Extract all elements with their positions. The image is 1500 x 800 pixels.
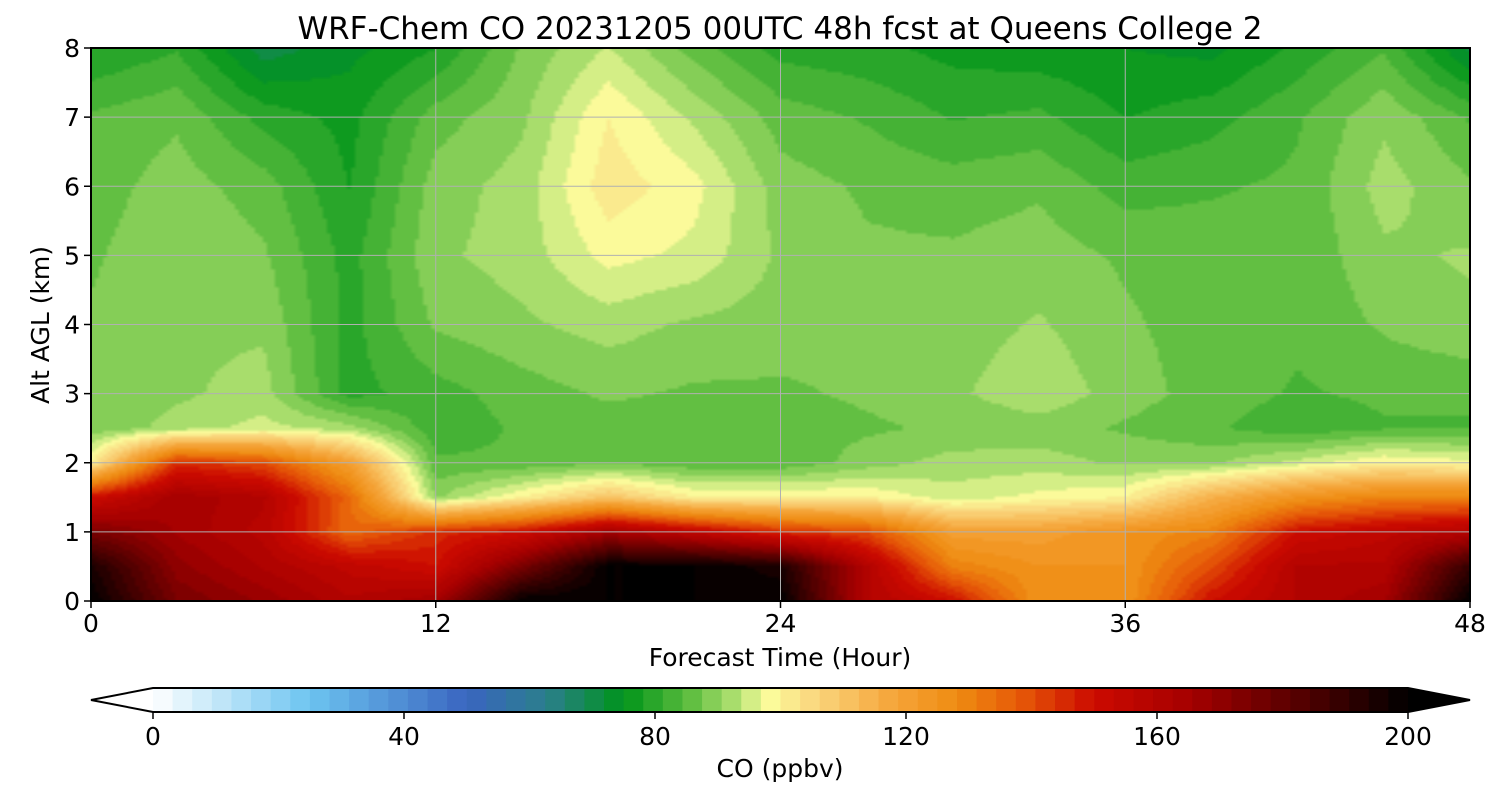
colorbar-tick-label: 0 (145, 722, 161, 751)
y-tick-label: 2 (64, 449, 80, 478)
colorbar-segment (1368, 688, 1389, 712)
colorbar-segment (643, 688, 664, 712)
y-tick-label: 1 (64, 518, 80, 547)
colorbar-segment (1133, 688, 1154, 712)
y-axis-label: Alt AGL (km) (26, 246, 55, 404)
colorbar-segment (211, 688, 233, 712)
colorbar-segment (270, 688, 291, 712)
colorbar-segment (1349, 688, 1370, 712)
x-axis-label: Forecast Time (Hour) (649, 643, 912, 672)
y-tick-label: 6 (64, 172, 80, 201)
colorbar-segment (251, 688, 272, 712)
colorbar-segment (858, 688, 880, 712)
colorbar-segment (898, 688, 919, 712)
y-tick-label: 7 (64, 103, 80, 132)
colorbar-segment (172, 688, 193, 712)
colorbar-segment (702, 688, 723, 712)
colorbar-segment (839, 688, 860, 712)
x-tick-label: 0 (83, 609, 99, 638)
colorbar-segment (1113, 688, 1135, 712)
colorbar-segment (329, 688, 350, 712)
colorbar-segment (545, 688, 566, 712)
colorbar-segment (1153, 688, 1174, 712)
colorbar-segment (466, 688, 487, 712)
colorbar-tick-label: 120 (882, 722, 930, 751)
plot-area (90, 47, 1471, 602)
colorbar-segment (1290, 688, 1311, 712)
colorbar-extend-high (1408, 688, 1470, 712)
colorbar-tick-label: 80 (639, 722, 671, 751)
colorbar-segment (780, 688, 801, 712)
colorbar-segment (760, 688, 782, 712)
colorbar-segment (1388, 688, 1409, 712)
colorbar-segment (309, 688, 331, 712)
colorbar-segment (741, 688, 762, 712)
y-tick-label: 3 (64, 380, 80, 409)
colorbar-segment (1329, 688, 1350, 712)
colorbar-segment (819, 688, 840, 712)
colorbar-segment (231, 688, 252, 712)
colorbar-segment (1211, 688, 1233, 712)
colorbar-segment (1035, 688, 1056, 712)
y-tick-label: 0 (64, 587, 80, 616)
y-tick-label: 8 (64, 34, 80, 63)
colorbar-segment (505, 688, 527, 712)
colorbar-segment (1094, 688, 1115, 712)
colorbar-segment (290, 688, 311, 712)
colorbar-segment (486, 688, 507, 712)
colorbar-segment (1055, 688, 1076, 712)
colorbar-segment (800, 688, 821, 712)
x-tick-label: 12 (420, 609, 452, 638)
colorbar-segment (153, 688, 174, 712)
colorbar-segment (407, 688, 429, 712)
colorbar-segment (388, 688, 409, 712)
colorbar-segment (1192, 688, 1213, 712)
colorbar-segment (1074, 688, 1095, 712)
x-tick-label: 36 (1109, 609, 1141, 638)
colorbar-segment (427, 688, 448, 712)
colorbar-segment (1251, 688, 1272, 712)
y-axis: 0 1 2 3 4 5 6 7 8 (64, 34, 91, 616)
colorbar-extend-low (91, 688, 153, 712)
colorbar-tick-label: 160 (1133, 722, 1181, 751)
colorbar-segment (1015, 688, 1037, 712)
colorbar-label: CO (ppbv) (717, 754, 844, 783)
x-axis: 0 12 24 36 48 (83, 601, 1486, 638)
chart-title: WRF-Chem CO 20231205 00UTC 48h fcst at Q… (297, 11, 1262, 47)
colorbar-segment (525, 688, 546, 712)
colorbar-segment (564, 688, 586, 712)
x-tick-label: 48 (1454, 609, 1486, 638)
colorbar: 0 40 80 120 160 200 (90, 687, 1471, 751)
colorbar-segment (623, 688, 644, 712)
x-tick-label: 24 (765, 609, 797, 638)
colorbar-segment (349, 688, 370, 712)
colorbar-segment (1172, 688, 1193, 712)
colorbar-segment (937, 688, 958, 712)
colorbar-tick-label: 40 (388, 722, 420, 751)
colorbar-segment (604, 688, 625, 712)
colorbar-segment (1231, 688, 1252, 712)
colorbar-segment (682, 688, 703, 712)
colorbar-segment (368, 688, 389, 712)
colorbar-segment (1270, 688, 1291, 712)
y-tick-label: 4 (64, 311, 80, 340)
colorbar-segment (721, 688, 742, 712)
y-tick-label: 5 (64, 241, 80, 270)
colorbar-tick-label: 200 (1384, 722, 1432, 751)
colorbar-segment (192, 688, 213, 712)
colorbar-segment (956, 688, 978, 712)
colorbar-segment (447, 688, 468, 712)
colorbar-segment (662, 688, 684, 712)
colorbar-segment (976, 688, 997, 712)
colorbar-segment (1309, 688, 1331, 712)
colorbar-segment (584, 688, 605, 712)
colorbar-segment (917, 688, 938, 712)
colorbar-segment (878, 688, 899, 712)
colorbar-segment (996, 688, 1017, 712)
